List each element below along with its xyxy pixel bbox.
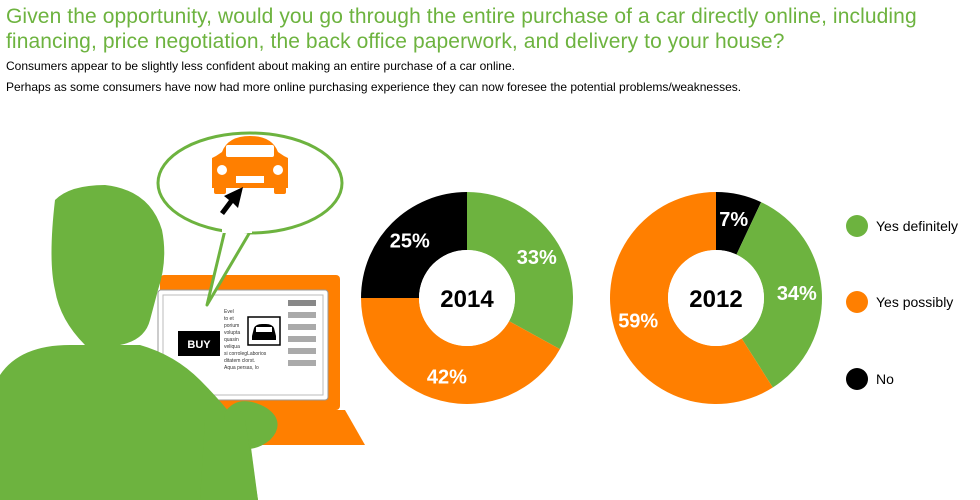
ad-text-line: Aqua persas, lo bbox=[224, 365, 259, 371]
legend-label: Yes definitely bbox=[876, 218, 958, 234]
slice-yes-possibly bbox=[610, 192, 773, 404]
data-label-yes-definitely: 34% bbox=[777, 283, 817, 305]
data-label-no: 7% bbox=[719, 209, 748, 231]
donut-hole bbox=[668, 250, 764, 346]
ad-text-line: to et bbox=[224, 316, 234, 322]
legend-swatch bbox=[846, 368, 868, 390]
center-year-label: 2012 bbox=[689, 286, 742, 313]
legend-label: Yes possibly bbox=[876, 294, 954, 310]
legend-label: No bbox=[876, 371, 894, 387]
buy-button bbox=[178, 331, 220, 356]
slice-no bbox=[716, 192, 762, 255]
data-label-yes-possibly: 42% bbox=[427, 366, 467, 388]
buy-label: BUY bbox=[187, 339, 211, 351]
legend-swatch bbox=[846, 291, 868, 313]
data-label-yes-possibly: 59% bbox=[618, 311, 658, 333]
ad-text-line: quasin bbox=[224, 337, 239, 343]
slice-no bbox=[361, 192, 467, 298]
data-label-no: 25% bbox=[390, 231, 430, 253]
person-silhouette bbox=[0, 185, 278, 500]
subtitle-2: Perhaps as some consumers have now had m… bbox=[6, 80, 742, 94]
subtitle-1: Consumers appear to be slightly less con… bbox=[6, 59, 515, 73]
chart-title: Given the opportunity, would you go thro… bbox=[6, 5, 917, 53]
ad-text-line: ditatem clorst. bbox=[224, 358, 255, 364]
ad-text-line: Evel bbox=[224, 309, 234, 315]
center-year-label: 2014 bbox=[440, 286, 494, 313]
car-icon bbox=[212, 136, 288, 194]
cursor-arrow-icon bbox=[220, 187, 243, 215]
ad-text-line: si corrolegLaborios bbox=[224, 351, 267, 357]
donut-hole bbox=[419, 250, 515, 346]
ad-text-line: volupta bbox=[224, 330, 240, 336]
ad-text-line: porium bbox=[224, 323, 239, 329]
slice-yes-definitely bbox=[736, 202, 823, 388]
ad-text-line: veliqua bbox=[224, 344, 240, 350]
legend-swatch bbox=[846, 215, 868, 237]
slice-yes-definitely bbox=[467, 192, 573, 350]
data-label-yes-definitely: 33% bbox=[517, 247, 557, 269]
slice-yes-possibly bbox=[361, 298, 560, 404]
